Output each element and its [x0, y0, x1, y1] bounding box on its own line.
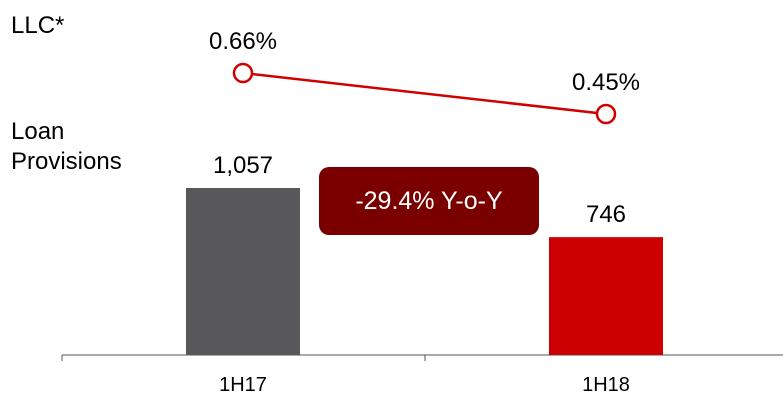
llc-value-label: 0.45% [572, 69, 640, 96]
provision-value-label: 746 [586, 201, 626, 228]
provision-bar-1h18 [549, 237, 663, 355]
yoy-change-badge: -29.4% Y-o-Y [319, 167, 539, 235]
llc-line-series [232, 62, 617, 125]
llc-line [242, 71, 607, 116]
provision-value-label: 1,057 [213, 152, 273, 179]
llc-point-1h17 [232, 62, 254, 84]
x-tick-label: 1H18 [582, 374, 630, 396]
llc-point-1h18 [595, 103, 617, 125]
provision-bar-1h17 [186, 188, 300, 355]
value-labels: 1,057 1H17 746 1H18 0.66% 0.45% [209, 28, 640, 396]
llc-value-label: 0.66% [209, 28, 277, 55]
provision-bars [186, 188, 663, 355]
loan-provisions-series-label: Loan Provisions [11, 118, 122, 175]
x-axis [61, 354, 783, 361]
x-tick-label: 1H17 [219, 374, 267, 396]
llc-series-label: LLC* [11, 12, 65, 39]
